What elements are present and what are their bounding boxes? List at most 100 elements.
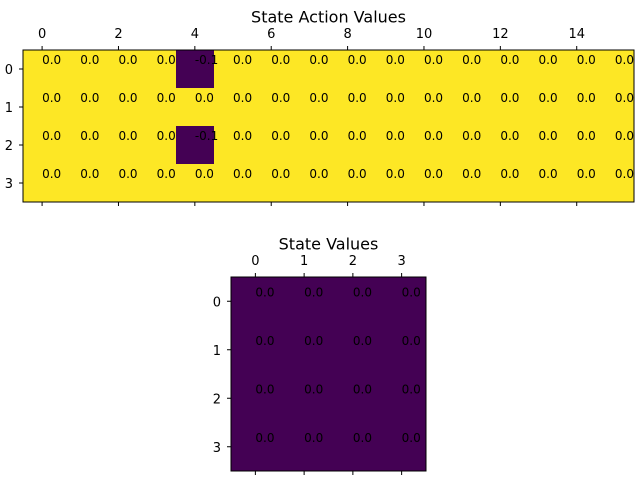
x-tick-label: 6 (267, 27, 275, 42)
heatmap-cell (366, 50, 405, 88)
heatmap-cell (175, 126, 214, 164)
cell-value-label: 0.0 (402, 334, 421, 348)
cell-value-label: 0.0 (577, 53, 596, 67)
cell-value-label: 0.0 (157, 91, 176, 105)
y-tick-label: 3 (213, 441, 221, 456)
cell-value-label: 0.0 (195, 167, 214, 181)
x-tick-label: 4 (191, 27, 199, 42)
heatmap-cell (290, 164, 329, 202)
heatmap-cell (213, 126, 253, 164)
y-tick-label: 0 (5, 63, 13, 78)
cell-value-label: 0.0 (255, 431, 274, 445)
cell-value-label: 0.0 (271, 129, 290, 143)
heatmap-cell (252, 88, 291, 126)
cell-value-label: 0.0 (195, 91, 214, 105)
cell-value-label: 0.0 (402, 285, 421, 299)
heatmap-cell (377, 374, 426, 423)
cell-value-label: 0.0 (577, 91, 596, 105)
cell-value-label: 0.0 (118, 53, 137, 67)
cell-value-label: 0.0 (80, 53, 99, 67)
chart-title: State Values (279, 235, 379, 254)
cell-value-label: 0.0 (615, 167, 634, 181)
heatmap-cell (137, 88, 176, 126)
heatmap-cell (366, 88, 405, 126)
heatmap-cell (23, 126, 62, 164)
heatmap-cell (175, 164, 214, 202)
cell-value-label: 0.0 (577, 167, 596, 181)
heatmap-cell (231, 374, 280, 423)
y-axis: 0 1 2 3 (213, 295, 231, 456)
heatmap-cell (404, 164, 444, 202)
heatmap-cell (519, 126, 558, 164)
cell-value-label: 0.0 (462, 129, 481, 143)
heatmap-cell (366, 164, 405, 202)
cell-value-label: 0.0 (353, 382, 372, 396)
heatmap-cell (252, 50, 291, 88)
heatmap-cell (137, 164, 176, 202)
heatmap-cell (231, 325, 280, 374)
heatmap-cell (61, 50, 100, 88)
heatmap-cell (404, 50, 444, 88)
x-tick-label: 2 (114, 27, 122, 42)
cell-value-label: 0.0 (42, 53, 61, 67)
cell-value-label: 0.0 (80, 91, 99, 105)
cell-value-label: 0.0 (348, 167, 367, 181)
heatmap-cell (61, 126, 100, 164)
x-tick-label: 14 (568, 27, 585, 42)
heatmap-cells (231, 277, 426, 471)
heatmap-cell (443, 88, 482, 126)
chart-title: State Action Values (251, 8, 406, 27)
heatmap-cell (557, 164, 596, 202)
cell-value-label: 0.0 (42, 129, 61, 143)
cell-labels: 0.0 0.0 0.0 0.0 -0.1 0.0 0.0 0.0 0.0 0.0 0.0 0.0 0.0… (42, 53, 634, 181)
cell-value-label: 0.0 (348, 129, 367, 143)
heatmap-cell (328, 422, 378, 471)
heatmap-cell (404, 88, 444, 126)
cell-value-label: 0.0 (157, 167, 176, 181)
heatmap-cell (557, 126, 596, 164)
heatmap-cell (557, 88, 596, 126)
cell-value-label: 0.0 (500, 91, 519, 105)
heatmap-cell (328, 50, 367, 88)
cell-value-label: 0.0 (386, 91, 405, 105)
cell-value-label: 0.0 (233, 91, 252, 105)
x-tick-label: 1 (300, 254, 308, 269)
heatmap-cell (61, 164, 100, 202)
y-axis: 0 1 2 3 (5, 63, 23, 192)
x-tick-label: 10 (416, 27, 433, 42)
state-values-chart: State Values 0.0 0.0 0.0 0.00.0 0.0 0.0 0.00.0… (213, 235, 427, 475)
cell-value-label: 0.0 (386, 129, 405, 143)
heatmap-cell (137, 50, 176, 88)
cell-value-label: 0.0 (118, 167, 137, 181)
y-tick-label: 0 (213, 295, 221, 310)
heatmap-cell (61, 88, 100, 126)
heatmap-cell (481, 50, 520, 88)
heatmap-cell (23, 88, 62, 126)
cell-value-label: 0.0 (500, 129, 519, 143)
cell-value-label: 0.0 (424, 129, 443, 143)
heatmap-cell (519, 164, 558, 202)
heatmap-cell (328, 126, 367, 164)
cell-value-label: 0.0 (353, 431, 372, 445)
x-axis: 0 1 2 3 (251, 254, 406, 475)
heatmap-cell (519, 50, 558, 88)
heatmap-cell (328, 374, 378, 423)
heatmap-cell (557, 50, 596, 88)
y-tick-label: 3 (5, 177, 13, 192)
heatmap-cell (279, 422, 329, 471)
cell-value-label: 0.0 (539, 167, 558, 181)
cell-value-label: 0.0 (304, 334, 323, 348)
cell-value-label: 0.0 (42, 91, 61, 105)
x-tick-label: 0 (251, 254, 259, 269)
heatmap-cell (595, 126, 634, 164)
heatmap-cell (443, 50, 482, 88)
cell-value-label: 0.0 (42, 167, 61, 181)
heatmap-cell (23, 50, 62, 88)
cell-value-label: 0.0 (353, 334, 372, 348)
heatmap-cell (404, 126, 444, 164)
heatmap-cell (252, 164, 291, 202)
heatmap-cell (175, 50, 214, 88)
heatmap-cell (252, 126, 291, 164)
cell-value-label: 0.0 (80, 167, 99, 181)
